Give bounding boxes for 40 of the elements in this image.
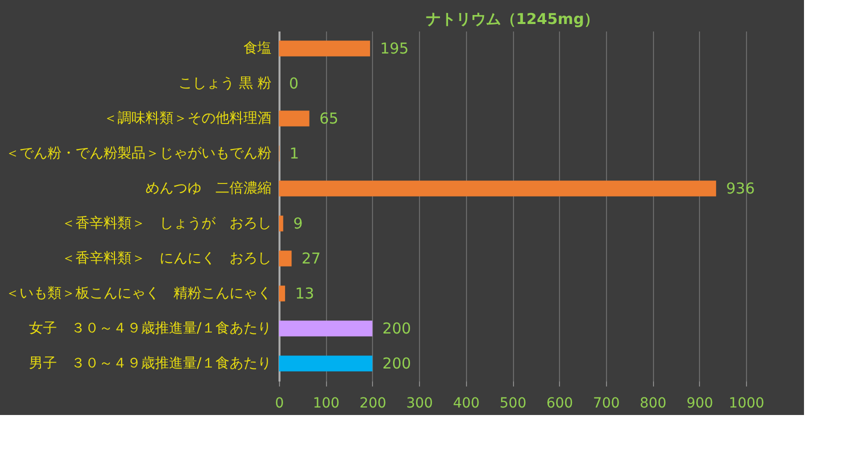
data-label: 195: [380, 40, 409, 58]
x-tick-label: 500: [500, 396, 526, 412]
y-tick-label: こしょう 黒 粉: [178, 76, 272, 92]
x-tick-label: 600: [546, 396, 574, 412]
x-tick-label: 900: [686, 396, 714, 412]
bar: [279, 286, 286, 302]
bar: [279, 216, 284, 232]
data-label: 27: [302, 250, 321, 268]
x-tick-label: 800: [640, 396, 666, 412]
bar: [279, 250, 292, 266]
data-label: 9: [293, 214, 303, 232]
data-label: 13: [295, 284, 314, 302]
bar: [279, 180, 716, 196]
x-tick-label: 300: [406, 396, 433, 412]
x-tick-label: 100: [312, 396, 340, 412]
data-label: 936: [726, 180, 755, 198]
bar: [279, 356, 372, 372]
y-tick-label: ＜いも類＞板こんにゃく 精粉こんにゃく: [6, 286, 272, 302]
data-label: 0: [289, 74, 299, 92]
y-tick-label: ＜調味料類＞その他料理酒: [104, 110, 272, 126]
y-tick-label: ＜でん粉・でん粉製品＞じゃがいもでん粉: [6, 146, 272, 162]
bar: [279, 320, 372, 336]
x-tick-label: 700: [593, 396, 620, 412]
y-tick-label: 女子 ３０～４９歳推進量/１食あたり: [28, 320, 272, 336]
y-tick-label: ＜香辛料類＞ しょうが おろし: [62, 216, 272, 232]
data-label: 200: [382, 354, 412, 372]
y-tick-label: めんつゆ 二倍濃縮: [146, 180, 272, 196]
y-tick-label: 食塩: [244, 40, 272, 56]
chart-title: ナトリウム（1245mg）: [426, 10, 600, 28]
x-tick-label: 200: [360, 396, 386, 412]
y-tick-label: ＜香辛料類＞ にんにく おろし: [62, 250, 272, 266]
data-label: 65: [319, 110, 338, 128]
bar: [279, 40, 370, 56]
y-tick-label: 男子 ３０～４９歳推進量/１食あたり: [28, 356, 272, 372]
bar: [279, 110, 310, 126]
x-tick-label: 400: [452, 396, 480, 412]
x-tick-label: 1000: [728, 396, 764, 412]
data-label: 1: [289, 144, 300, 162]
x-tick-label: 0: [275, 396, 284, 412]
data-label: 200: [382, 320, 412, 338]
